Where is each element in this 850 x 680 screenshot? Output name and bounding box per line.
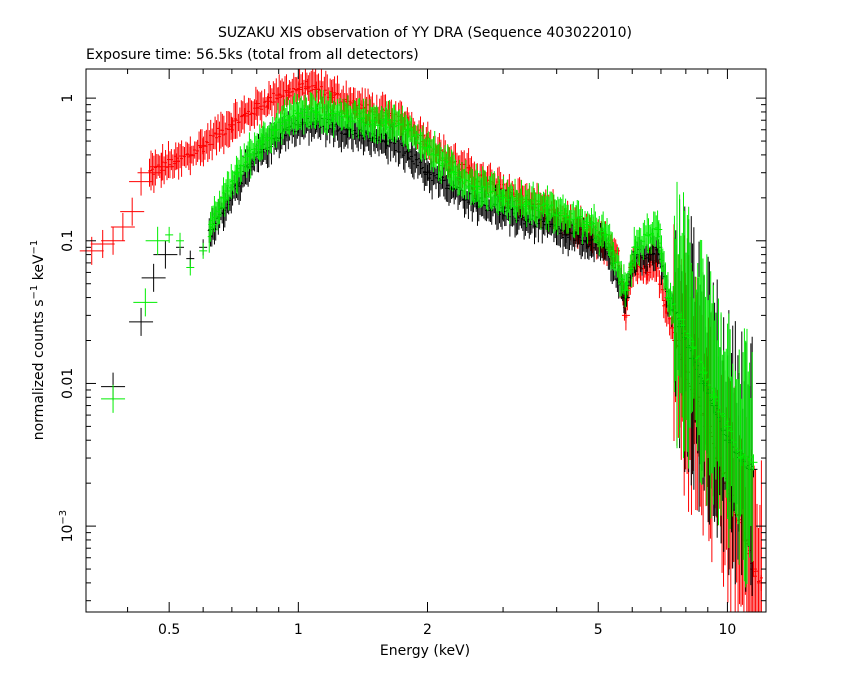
y-axis-label-mid: keV [31, 254, 47, 285]
y-tick-label: 0.1 [60, 230, 76, 252]
y-axis-label-sup1: −1 [29, 285, 40, 300]
x-tick-label: 1 [294, 622, 303, 638]
y-axis-label: normalized counts s−1 keV−1 [29, 240, 47, 441]
axes-layer: 0.5 1 2 5 10 1 0.1 0.01 10−3 [58, 69, 766, 638]
data-layer [79, 69, 766, 612]
x-tick-label: 5 [594, 622, 603, 638]
x-axis-label: Energy (keV) [380, 643, 470, 659]
x-tick-label: 2 [423, 622, 432, 638]
y-axis-label-main: normalized counts s [31, 299, 47, 440]
chart-subtitle: Exposure time: 56.5ks (total from all de… [86, 47, 419, 63]
y-tick-label: 0.01 [60, 368, 76, 399]
y-tick-label: 10−3 [58, 510, 76, 543]
y-axis-label-sup2: −1 [29, 240, 40, 255]
x-tick-label: 10 [719, 622, 737, 638]
chart-title: SUZAKU XIS observation of YY DRA (Sequen… [218, 25, 632, 41]
plot-frame [85, 68, 767, 613]
y-tick-label: 1 [60, 94, 76, 103]
spectrum-series-2 [101, 89, 758, 588]
x-tick-label: 0.5 [158, 622, 180, 638]
